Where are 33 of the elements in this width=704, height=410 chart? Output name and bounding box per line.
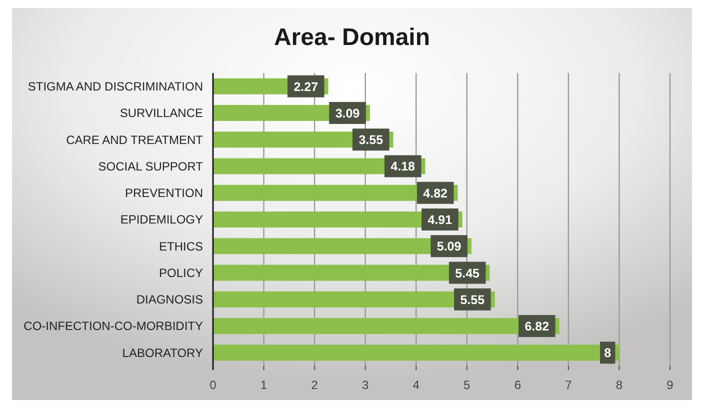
y-tick-label: DIAGNOSIS — [136, 292, 203, 307]
x-tick-label: 2 — [311, 378, 318, 392]
data-label: 3.09 — [335, 106, 360, 120]
data-label: 8 — [604, 346, 612, 360]
x-tick-label: 6 — [514, 378, 522, 392]
x-tick-label: 8 — [616, 378, 623, 392]
y-tick-label: STIGMA AND DISCRIMINATION — [28, 80, 203, 94]
y-tick-label: SURVILLANCE — [120, 106, 203, 120]
y-tick-label: CO-INFECTION-CO-MORBIDITY — [24, 319, 203, 334]
chart-title: Area- Domain — [274, 24, 430, 51]
y-tick-label: POLICY — [158, 266, 203, 280]
x-tick-label: 9 — [666, 378, 674, 392]
data-label: 5.45 — [455, 266, 480, 280]
x-tick-label: 5 — [464, 378, 471, 392]
x-tick-label: 3 — [362, 378, 369, 392]
y-tick-label: ETHICS — [158, 239, 203, 254]
data-label: 3.55 — [358, 133, 384, 148]
x-tick-label: 0 — [210, 378, 217, 392]
y-tick-label: LABORATORY — [122, 346, 203, 360]
y-tick-label: PREVENTION — [124, 186, 203, 200]
data-label: 4.18 — [390, 160, 416, 174]
x-tick-label: 1 — [260, 378, 268, 392]
data-label: 4.82 — [423, 186, 448, 200]
y-tick-label: EPIDEMILOGY — [120, 212, 203, 227]
x-tick-label: 4 — [412, 378, 420, 392]
data-label: 5.55 — [460, 292, 485, 307]
data-label: 6.82 — [524, 320, 550, 334]
y-tick-label: SOCIAL SUPPORT — [98, 159, 204, 174]
data-label: 5.09 — [436, 240, 462, 254]
y-tick-label: CARE AND TREATMENT — [66, 132, 204, 147]
x-tick-label: 7 — [565, 378, 572, 392]
data-label: 4.91 — [428, 213, 452, 227]
data-label: 2.27 — [294, 80, 318, 94]
